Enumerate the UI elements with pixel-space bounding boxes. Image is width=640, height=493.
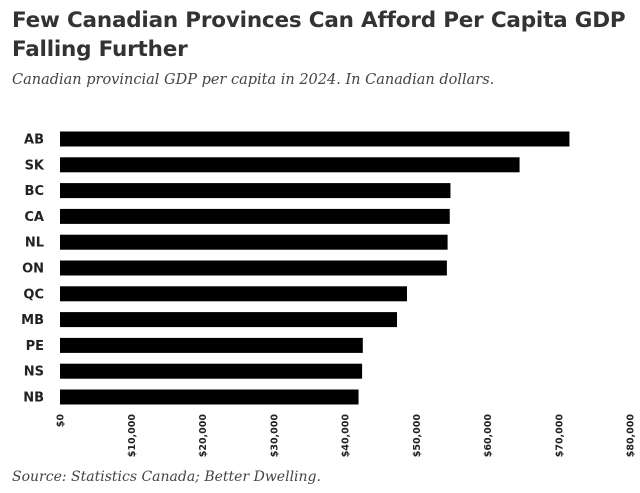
chart-subtitle: Canadian provincial GDP per capita in 20…: [12, 72, 495, 88]
bar-nl: [60, 234, 448, 250]
x-tick-label: $40,000: [341, 414, 352, 458]
chart-source: Source: Statistics Canada; Better Dwelli…: [12, 469, 321, 485]
chart-title: Few Canadian Provinces Can Afford Per Ca…: [12, 8, 626, 62]
category-label-nl: NL: [25, 236, 44, 251]
bar-on: [60, 260, 447, 276]
bar-sk: [60, 157, 520, 173]
x-tick-label: $30,000: [269, 414, 280, 458]
x-tick-label: $0: [56, 414, 67, 428]
x-tick-label: $10,000: [127, 414, 138, 458]
x-tick-label: $80,000: [626, 414, 637, 458]
x-tick-label: $20,000: [198, 414, 209, 458]
bar-qc: [60, 286, 407, 302]
category-label-mb: MB: [21, 313, 44, 328]
category-label-on: ON: [22, 262, 44, 277]
category-label-bc: BC: [25, 184, 44, 199]
bar-bc: [60, 183, 451, 199]
category-label-pe: PE: [26, 339, 44, 354]
x-tick-label: $70,000: [554, 414, 565, 458]
category-label-ns: NS: [24, 365, 44, 380]
category-label-nb: NB: [23, 391, 44, 406]
bar-mb: [60, 312, 398, 328]
category-label-ab: AB: [24, 133, 44, 148]
category-label-sk: SK: [25, 158, 45, 173]
category-label-ca: CA: [24, 210, 44, 225]
bar-ca: [60, 208, 450, 224]
x-tick-label: $50,000: [412, 414, 423, 458]
x-tick-label: $60,000: [483, 414, 494, 458]
bar-nb: [60, 389, 359, 405]
bar-ns: [60, 363, 363, 379]
bar-ab: [60, 131, 570, 147]
bar-pe: [60, 337, 363, 353]
category-label-qc: QC: [23, 287, 44, 302]
